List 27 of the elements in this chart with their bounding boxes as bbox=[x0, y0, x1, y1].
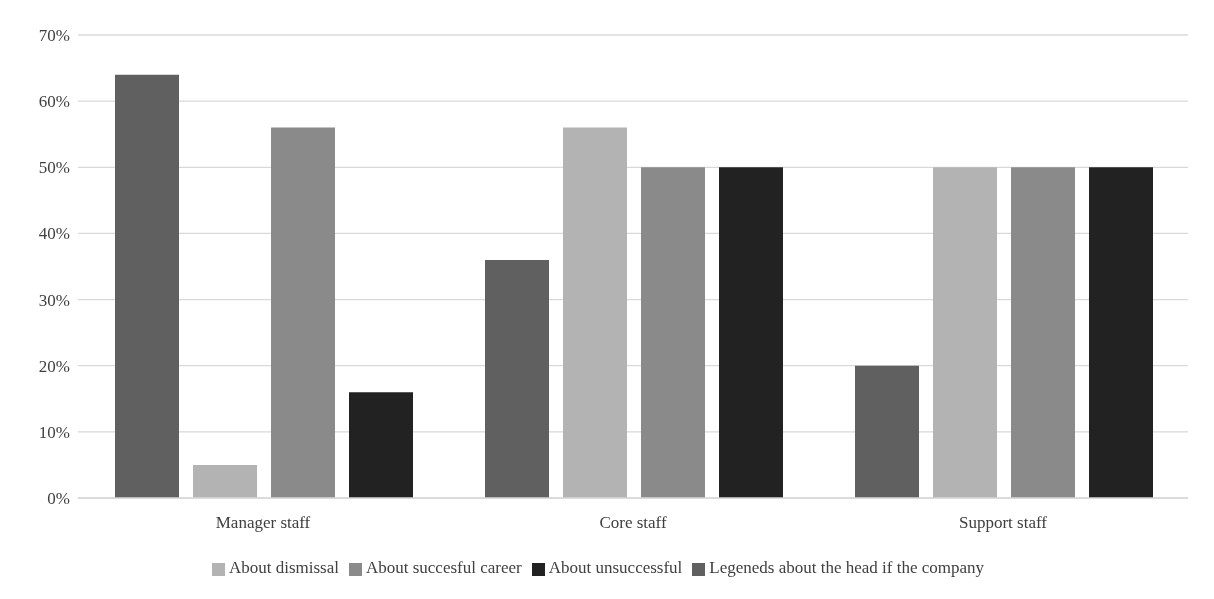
y-tick-label: 20% bbox=[38, 356, 70, 376]
x-tick-label: Core staff bbox=[599, 513, 667, 533]
y-tick-label: 50% bbox=[38, 158, 70, 178]
y-tick-label: 40% bbox=[38, 224, 70, 244]
y-tick-label: 70% bbox=[38, 26, 70, 46]
legend-label: Legeneds about the head if the company bbox=[709, 558, 985, 577]
bar bbox=[641, 167, 705, 498]
bar bbox=[193, 464, 257, 498]
bar bbox=[1089, 167, 1153, 498]
bar bbox=[855, 365, 919, 498]
legend-label: About unsuccessful bbox=[548, 558, 683, 577]
y-tick-label: 10% bbox=[38, 422, 70, 442]
y-tick-label: 0% bbox=[47, 489, 70, 509]
y-tick-label: 30% bbox=[38, 290, 70, 310]
bar bbox=[933, 167, 997, 498]
y-tick-label: 60% bbox=[38, 92, 70, 112]
x-tick-label: Support staff bbox=[959, 513, 1048, 533]
bar bbox=[115, 74, 179, 498]
bar bbox=[563, 127, 627, 498]
bar bbox=[349, 392, 413, 498]
legend-label: About succesful career bbox=[365, 558, 522, 577]
x-tick-label: Manager staff bbox=[215, 513, 311, 533]
bar bbox=[1011, 167, 1075, 498]
bar bbox=[719, 167, 783, 498]
bar bbox=[271, 127, 335, 498]
bar bbox=[485, 259, 549, 498]
legend-label: About dismissal bbox=[228, 558, 339, 577]
